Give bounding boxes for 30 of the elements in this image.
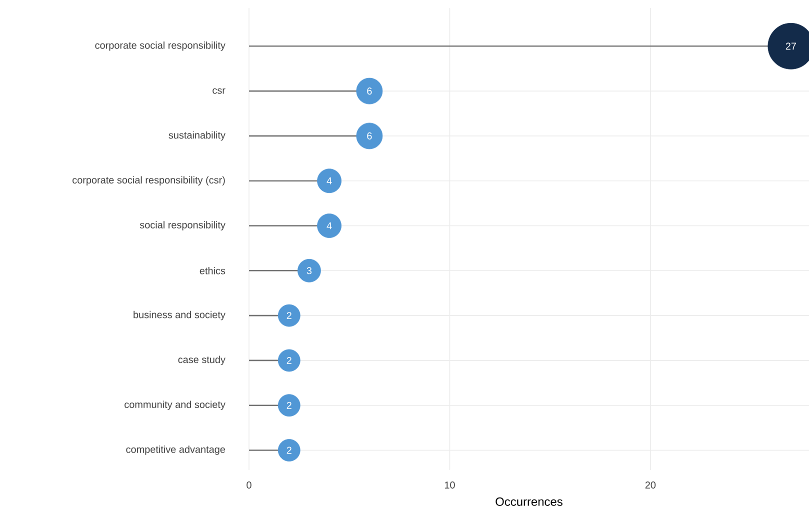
point [298,258,321,282]
data-label: 27 [786,42,796,50]
x-tick-label: 10 [444,482,455,489]
y-tick-label: ethics [200,266,226,274]
point [278,304,300,327]
y-tick-label: sustainability [168,131,226,141]
x-tick-label: 0 [246,482,252,489]
x-tick-label: 20 [645,482,656,489]
data-label: 2 [286,446,292,454]
point [317,214,342,238]
data-label: 6 [367,88,372,95]
y-tick-label: corporate social responsibility (csr) [72,176,225,186]
y-tick-label: case study [178,356,226,366]
y-tick-label: corporate social responsibility [95,42,226,51]
data-label: 2 [286,312,292,320]
point [278,394,300,417]
y-tick-label: social responsibility [140,221,226,230]
data-label: 6 [367,132,372,140]
y-tick-label: competitive advantage [126,446,226,455]
data-label: 2 [286,402,292,409]
data-label: 3 [306,267,312,274]
x-axis-title: Occurrences [496,497,562,506]
data-label: 2 [286,356,292,364]
point [317,168,342,194]
y-tick-label: community and society [124,400,226,410]
data-label: 4 [326,177,332,184]
y-tick-label: csr [212,88,226,94]
point [278,349,300,372]
y-tick-label: business and society [134,310,226,320]
data-label: 4 [326,222,332,230]
